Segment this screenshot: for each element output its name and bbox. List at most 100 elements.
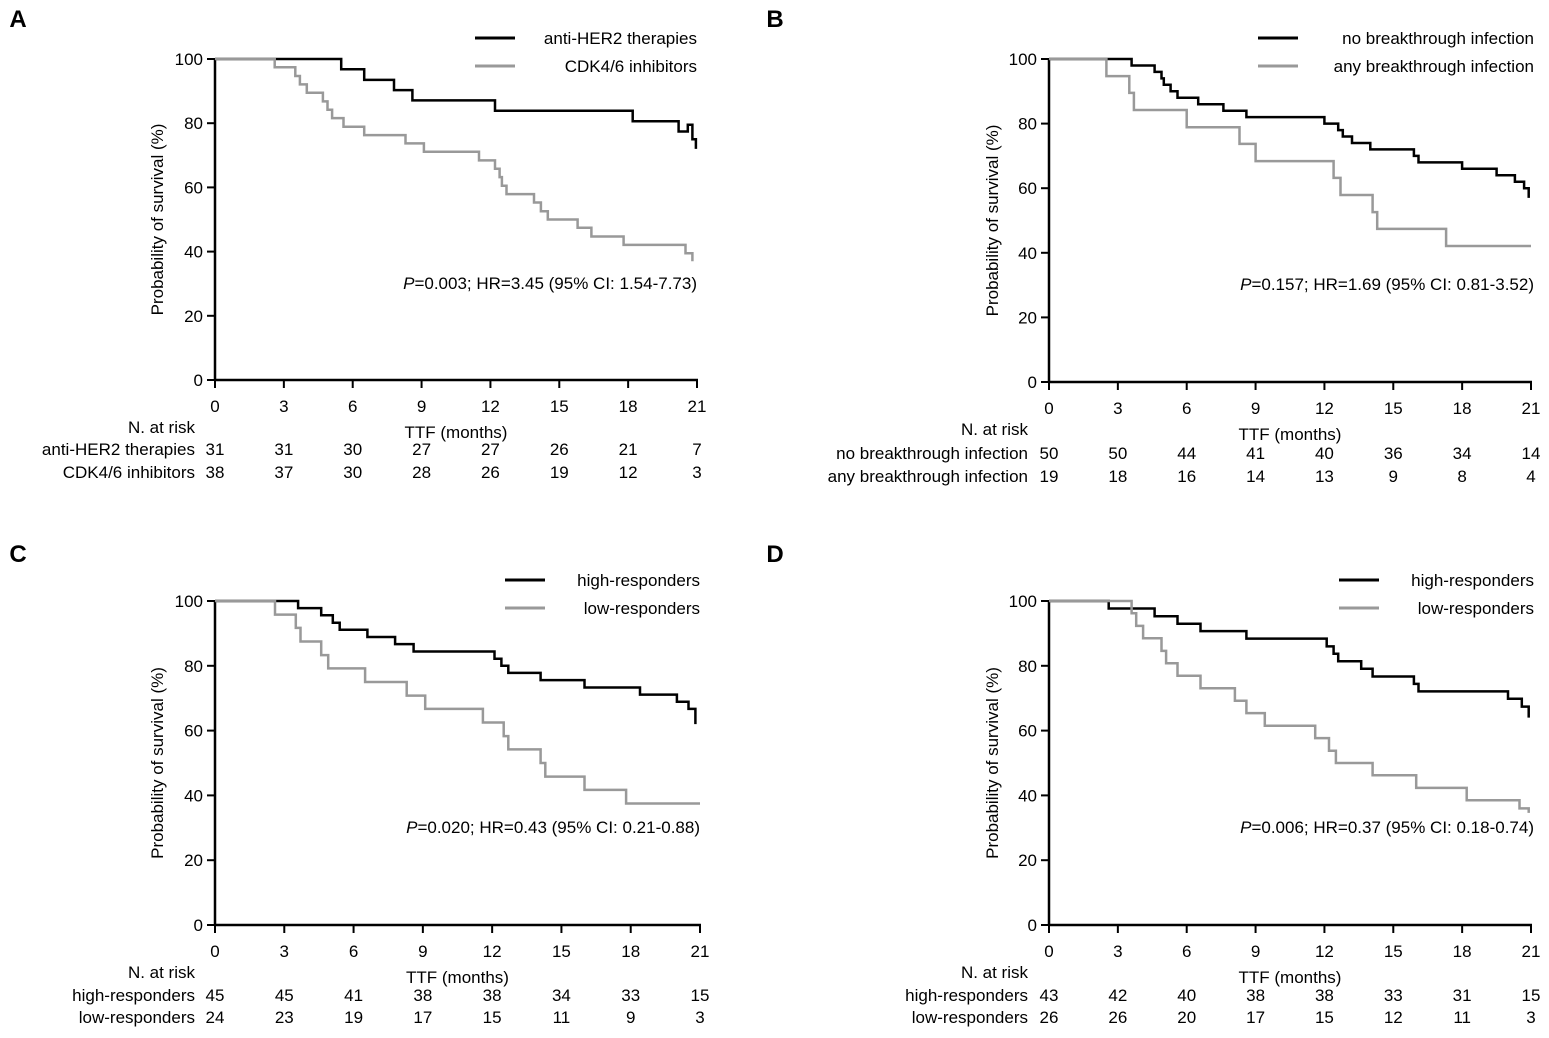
- y-axis-title: Probability of survival (%): [148, 667, 167, 859]
- x-tick-label: 21: [688, 397, 707, 416]
- survival-curve-gray: [215, 599, 700, 805]
- at-risk-value: 38: [206, 463, 225, 482]
- x-tick-label: 12: [1315, 399, 1334, 418]
- y-tick-label: 100: [175, 592, 203, 611]
- at-risk-value: 34: [1453, 444, 1472, 463]
- legend-label: high-responders: [1411, 571, 1534, 590]
- at-risk-value: 15: [483, 1008, 502, 1027]
- at-risk-row-label: high-responders: [72, 986, 195, 1005]
- at-risk-value: 38: [1315, 986, 1334, 1005]
- at-risk-value: 31: [1453, 986, 1472, 1005]
- x-tick-label: 9: [417, 397, 426, 416]
- at-risk-row-label: anti-HER2 therapies: [42, 440, 195, 459]
- panel-c: C 0 20 40 60 80 100 0 3 6 9 12 15 18 21 Probability of …: [9, 541, 709, 1027]
- x-tick-label: 0: [1044, 399, 1053, 418]
- x-tick-label: 9: [418, 942, 427, 961]
- x-tick-label: 9: [1251, 942, 1260, 961]
- x-tick-label: 12: [1315, 942, 1334, 961]
- x-tick-label: 6: [348, 397, 357, 416]
- y-axis-title: Probability of survival (%): [983, 125, 1002, 317]
- stats-annotation: P=0.157; HR=1.69 (95% CI: 0.81-3.52): [1240, 275, 1534, 294]
- y-tick-label: 20: [1018, 851, 1037, 870]
- at-risk-row-label: any breakthrough infection: [828, 467, 1028, 486]
- at-risk-heading: N. at risk: [128, 963, 196, 982]
- at-risk-row-label: low-responders: [912, 1008, 1028, 1027]
- at-risk-value: 33: [1384, 986, 1403, 1005]
- at-risk-value: 20: [1177, 1008, 1196, 1027]
- at-risk-value: 3: [692, 463, 701, 482]
- at-risk-value: 45: [206, 986, 225, 1005]
- panel-a: A 0 20 40 60 80 100 0 3 6 9 12 15 18 21 Probability of …: [9, 6, 706, 482]
- at-risk-heading: N. at risk: [128, 418, 196, 437]
- x-tick-label: 3: [280, 942, 289, 961]
- at-risk-value: 26: [1108, 1008, 1127, 1027]
- at-risk-heading: N. at risk: [961, 420, 1029, 439]
- x-axis-title: TTF (months): [1239, 425, 1342, 444]
- at-risk-value: 15: [1522, 986, 1541, 1005]
- x-tick-label: 6: [1182, 399, 1191, 418]
- at-risk-value: 16: [1177, 467, 1196, 486]
- x-axis-title: TTF (months): [406, 968, 509, 987]
- at-risk-value: 31: [274, 440, 293, 459]
- legend-label: low-responders: [584, 599, 700, 618]
- y-tick-label: 100: [1009, 592, 1037, 611]
- survival-curve-gray: [215, 57, 694, 262]
- y-tick-label: 60: [184, 178, 203, 197]
- y-tick-label: 20: [1018, 308, 1037, 327]
- at-risk-row-label: no breakthrough infection: [836, 444, 1028, 463]
- at-risk-value: 12: [1384, 1008, 1403, 1027]
- legend-label: any breakthrough infection: [1334, 57, 1534, 76]
- stats-annotation: P=0.006; HR=0.37 (95% CI: 0.18-0.74): [1240, 818, 1534, 837]
- at-risk-value: 11: [1453, 1008, 1471, 1027]
- at-risk-value: 33: [621, 986, 640, 1005]
- y-tick-label: 60: [1018, 179, 1037, 198]
- x-tick-label: 21: [1522, 399, 1541, 418]
- at-risk-value: 41: [344, 986, 363, 1005]
- x-tick-label: 12: [483, 942, 502, 961]
- at-risk-value: 14: [1522, 444, 1541, 463]
- x-tick-label: 9: [1251, 399, 1260, 418]
- y-tick-label: 0: [194, 371, 203, 390]
- at-risk-value: 21: [619, 440, 638, 459]
- at-risk-value: 28: [412, 463, 431, 482]
- y-tick-label: 80: [1018, 657, 1037, 676]
- at-risk-value: 27: [412, 440, 431, 459]
- at-risk-value: 18: [1108, 467, 1127, 486]
- y-tick-label: 80: [1018, 115, 1037, 134]
- at-risk-value: 30: [343, 440, 362, 459]
- panel-b-letter: B: [766, 6, 783, 33]
- at-risk-value: 3: [1526, 1008, 1535, 1027]
- at-risk-value: 38: [1246, 986, 1265, 1005]
- legend-label: low-responders: [1418, 599, 1534, 618]
- at-risk-value: 17: [413, 1008, 432, 1027]
- at-risk-value: 38: [483, 986, 502, 1005]
- x-tick-label: 15: [550, 397, 569, 416]
- at-risk-value: 14: [1246, 467, 1265, 486]
- survival-curve-gray: [1049, 57, 1531, 248]
- y-tick-label: 40: [184, 786, 203, 805]
- y-tick-label: 20: [184, 307, 203, 326]
- x-tick-label: 15: [1384, 942, 1403, 961]
- at-risk-value: 31: [206, 440, 225, 459]
- y-tick-label: 0: [194, 916, 203, 935]
- at-risk-value: 8: [1457, 467, 1466, 486]
- y-tick-label: 40: [184, 243, 203, 262]
- at-risk-value: 9: [1389, 467, 1398, 486]
- y-axis-title: Probability of survival (%): [983, 667, 1002, 859]
- at-risk-value: 19: [344, 1008, 363, 1027]
- at-risk-value: 11: [553, 1008, 571, 1027]
- at-risk-value: 9: [626, 1008, 635, 1027]
- x-axis-title: TTF (months): [1239, 968, 1342, 987]
- stats-annotation: P=0.003; HR=3.45 (95% CI: 1.54-7.73): [403, 274, 697, 293]
- at-risk-heading: N. at risk: [961, 963, 1029, 982]
- at-risk-value: 43: [1040, 986, 1059, 1005]
- x-tick-label: 0: [210, 942, 219, 961]
- y-tick-label: 80: [184, 114, 203, 133]
- x-tick-label: 18: [621, 942, 640, 961]
- at-risk-value: 30: [343, 463, 362, 482]
- x-tick-label: 3: [279, 397, 288, 416]
- x-tick-label: 3: [1113, 399, 1122, 418]
- at-risk-value: 19: [550, 463, 569, 482]
